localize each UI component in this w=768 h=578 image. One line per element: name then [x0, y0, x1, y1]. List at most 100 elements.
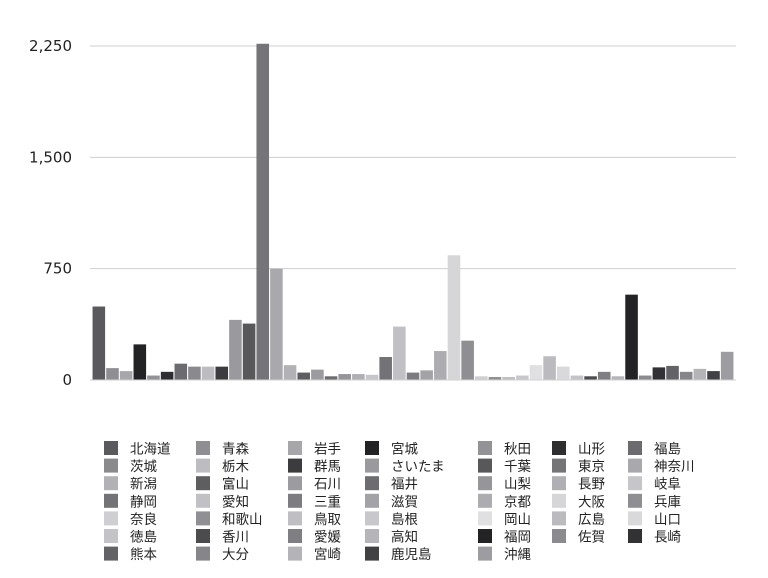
bar-熊本	[666, 365, 679, 380]
bar-愛媛	[597, 371, 611, 380]
legend-label: 東京	[578, 459, 605, 475]
legend-swatch	[288, 493, 302, 508]
bar-神奈川	[270, 268, 283, 380]
legend-swatch	[104, 441, 118, 455]
bar-鳥取	[502, 377, 515, 380]
legend-swatch	[628, 511, 642, 526]
bar-鹿児島	[707, 371, 720, 380]
bar-島根	[515, 375, 529, 380]
legend-swatch	[104, 529, 118, 543]
legend-swatch	[196, 476, 210, 491]
legend-label: 青森	[222, 442, 249, 458]
legend-label: 岡山	[504, 512, 531, 528]
bar-山形	[160, 371, 174, 380]
y-tick-label: 750	[43, 260, 72, 278]
bar-山梨	[338, 374, 351, 380]
legend-label: 富山	[222, 476, 249, 493]
legend-label: 長崎	[654, 530, 681, 546]
y-tick-label: 1,500	[29, 148, 72, 166]
bar-富山	[297, 372, 311, 380]
legend-label: 愛知	[222, 493, 249, 510]
legend-label: 広島	[578, 512, 605, 528]
legend-swatch	[196, 441, 210, 455]
legend-swatch	[196, 546, 210, 561]
legend-swatch	[478, 546, 492, 561]
bar-宮崎	[693, 368, 707, 380]
bar-高知	[611, 376, 625, 380]
legend-label: 宮城	[391, 442, 418, 458]
legend-label: 鳥取	[314, 512, 341, 528]
bar-兵庫	[461, 340, 474, 380]
bar-大阪	[447, 255, 461, 380]
legend-swatch	[628, 493, 642, 508]
legend-swatch	[478, 529, 492, 543]
legend-label: 福岡	[504, 530, 531, 546]
legend-swatch	[365, 458, 379, 473]
bar-岡山	[529, 365, 543, 380]
bar-長野	[352, 374, 365, 380]
legend-label: 神奈川	[654, 459, 695, 475]
bar-岐阜	[365, 374, 379, 380]
bar-奈良	[475, 376, 488, 380]
legend-label: 熊本	[130, 547, 157, 563]
legend-swatch	[288, 458, 302, 473]
legend-swatch	[552, 511, 566, 526]
bar-沖縄	[720, 351, 734, 380]
legend-label: 三重	[314, 494, 341, 510]
legend-swatch	[196, 458, 210, 473]
bar-愛知	[393, 326, 406, 380]
bar-東京	[256, 43, 270, 380]
bar-広島	[543, 356, 556, 380]
legend-swatch	[628, 476, 642, 491]
legend-label: 滋賀	[391, 494, 418, 510]
bar-新潟	[283, 365, 297, 380]
legend-swatch	[104, 511, 118, 526]
bar-京都	[434, 351, 447, 380]
legend-label: 佐賀	[578, 530, 605, 546]
legend-label: 宮崎	[314, 547, 341, 563]
legend-swatch	[365, 493, 379, 508]
legend-label: 大分	[222, 547, 249, 563]
legend-swatch	[365, 529, 379, 543]
legend-label: 山梨	[504, 477, 532, 493]
y-tick-label: 2,250	[29, 37, 72, 55]
legend-swatch	[478, 476, 492, 491]
legend-label: 長野	[578, 477, 606, 493]
bar-滋賀	[420, 370, 433, 380]
legend-swatch	[365, 511, 379, 526]
bar-福島	[174, 363, 188, 380]
legend-swatch	[552, 493, 566, 508]
legend-label: 兵庫	[654, 494, 681, 510]
legend-swatch	[288, 529, 302, 543]
legend-swatch	[365, 546, 379, 561]
legend-label: 福島	[654, 442, 681, 458]
legend-label: 愛媛	[314, 530, 341, 546]
legend-swatch	[628, 458, 642, 473]
legend-swatch	[196, 529, 210, 543]
bar-宮城	[133, 344, 147, 380]
legend-label: 栃木	[222, 459, 249, 475]
legend-swatch	[365, 441, 379, 455]
legend-label: 茨城	[130, 459, 157, 475]
legend-label: 静岡	[130, 494, 157, 510]
legend-swatch	[104, 458, 118, 473]
bar-石川	[311, 369, 324, 380]
bar-和歌山	[488, 377, 502, 380]
legend-label: さいたま	[391, 459, 445, 475]
legend-swatch	[628, 441, 642, 455]
bar-秋田	[147, 375, 160, 380]
legend-label: 高知	[391, 529, 418, 546]
legend-swatch	[478, 511, 492, 526]
legend-label: 山口	[654, 512, 681, 528]
bar-北海道	[92, 306, 106, 380]
bar-さいたま	[229, 319, 242, 380]
legend-label: 和歌山	[222, 512, 263, 528]
legend-label: 福井	[391, 477, 418, 493]
bar-茨城	[188, 366, 201, 380]
bar-山口	[556, 366, 570, 380]
legend-label: 岐阜	[654, 476, 681, 493]
legend-label: 秋田	[504, 442, 531, 458]
bar-福井	[324, 376, 338, 380]
legend-label: 大阪	[578, 494, 606, 510]
bar-徳島	[570, 375, 584, 380]
